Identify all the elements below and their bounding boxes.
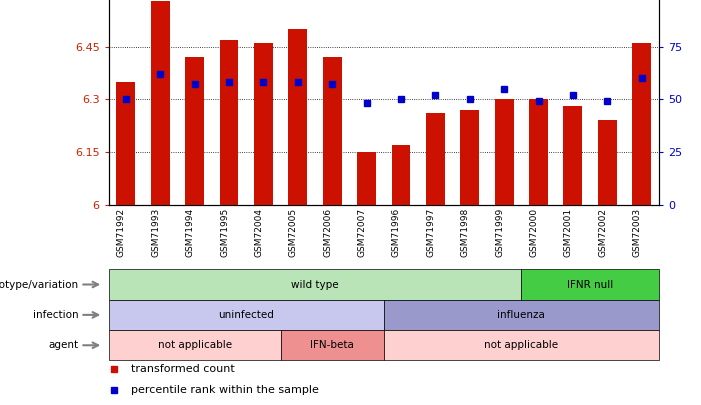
Bar [151, 1, 170, 205]
Text: GSM72004: GSM72004 [254, 208, 264, 257]
Bar [116, 82, 135, 205]
Bar [384, 330, 659, 360]
Text: GSM72000: GSM72000 [529, 208, 538, 257]
Text: transformed count: transformed count [130, 364, 234, 374]
Text: GSM72002: GSM72002 [599, 208, 607, 257]
Bar [598, 120, 617, 205]
Bar [322, 57, 341, 205]
Text: GSM72005: GSM72005 [289, 208, 298, 257]
Bar [357, 152, 376, 205]
Bar [564, 106, 583, 205]
Text: GSM71993: GSM71993 [151, 208, 161, 257]
Text: influenza: influenza [498, 310, 545, 320]
Text: GSM71996: GSM71996 [392, 208, 401, 257]
Bar [280, 330, 384, 360]
Text: GSM71994: GSM71994 [186, 208, 195, 257]
Text: IFN-beta: IFN-beta [311, 340, 354, 350]
Bar [109, 269, 522, 300]
Text: IFNR null: IFNR null [567, 279, 613, 290]
Text: GSM71992: GSM71992 [117, 208, 126, 257]
Text: GSM71998: GSM71998 [461, 208, 470, 257]
Bar [384, 300, 659, 330]
Text: GSM72007: GSM72007 [358, 208, 367, 257]
Text: not applicable: not applicable [158, 340, 232, 350]
Text: agent: agent [48, 340, 79, 350]
Text: GSM72003: GSM72003 [633, 208, 641, 257]
Text: infection: infection [33, 310, 79, 320]
Bar [392, 145, 411, 205]
Bar [254, 43, 273, 205]
Bar [495, 99, 514, 205]
Text: GSM72006: GSM72006 [323, 208, 332, 257]
Bar [109, 330, 280, 360]
Text: not applicable: not applicable [484, 340, 559, 350]
Text: GSM71999: GSM71999 [495, 208, 504, 257]
Bar [529, 99, 548, 205]
Text: percentile rank within the sample: percentile rank within the sample [130, 386, 318, 395]
Text: uninfected: uninfected [218, 310, 274, 320]
Bar [461, 110, 479, 205]
Bar [219, 40, 238, 205]
Text: GSM71997: GSM71997 [426, 208, 435, 257]
Bar [426, 113, 445, 205]
Text: wild type: wild type [291, 279, 339, 290]
Bar [632, 43, 651, 205]
Text: GSM71995: GSM71995 [220, 208, 229, 257]
Bar [185, 57, 204, 205]
Text: GSM72001: GSM72001 [564, 208, 573, 257]
Bar [288, 29, 307, 205]
Text: genotype/variation: genotype/variation [0, 279, 79, 290]
Bar [522, 269, 659, 300]
Bar [109, 300, 384, 330]
